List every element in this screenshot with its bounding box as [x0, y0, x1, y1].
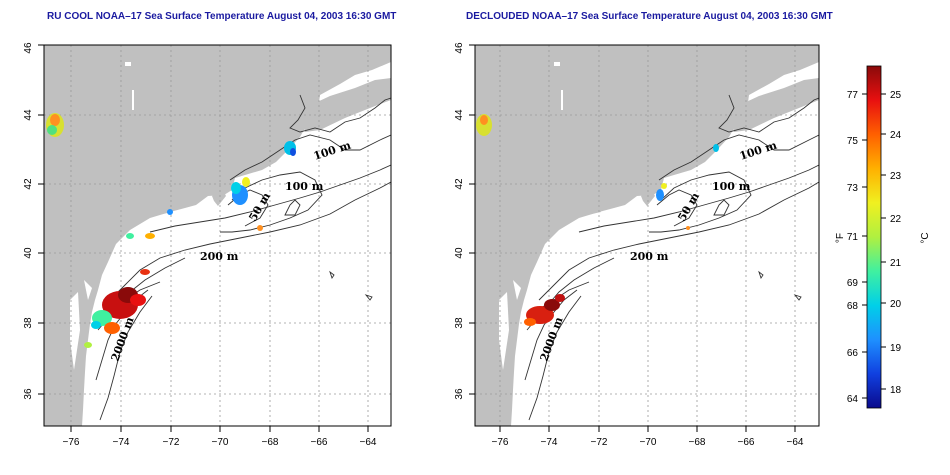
- left-land-coastline: [44, 45, 391, 426]
- colorbar-c-tick: 22: [890, 214, 902, 225]
- right-x-tick-labels: −76 −74 −72 −70 −68 −66 −64: [492, 437, 804, 448]
- left-gridlines: [44, 45, 391, 426]
- left-long-island: [120, 208, 172, 222]
- right-y-tick-labels: 36 38 40 42 44 46: [454, 42, 465, 400]
- right-contour-label-100m-north: 100 m: [738, 139, 779, 163]
- colorbar-c-tick: 21: [890, 258, 902, 269]
- colorbar-f-tick: 71: [847, 232, 859, 243]
- left-contour-label-100m-north: 100 m: [312, 139, 353, 163]
- x-tick-label: −70: [640, 437, 657, 448]
- right-lake-marker: [561, 90, 563, 110]
- y-tick-label: 42: [23, 178, 34, 190]
- right-chesapeake-bay: [499, 292, 509, 370]
- left-delaware-bay: [84, 280, 92, 300]
- x-tick-label: −66: [311, 437, 328, 448]
- colorbar-c-tick: 19: [890, 343, 902, 354]
- colorbar: 77 75 73 71 69 68 66 64 25 24 23 22 21 2…: [835, 65, 931, 409]
- colorbar-unit-celsius: °C: [920, 232, 931, 243]
- colorbar-c-tick: 24: [890, 130, 902, 141]
- colorbar-unit-fahrenheit: °F: [835, 233, 846, 243]
- y-tick-label: 40: [454, 247, 465, 259]
- right-nova-scotia: [729, 78, 819, 132]
- colorbar-gradient: [866, 65, 882, 409]
- colorbar-f-tick: 73: [847, 183, 859, 194]
- colorbar-f-tick: 69: [847, 278, 859, 289]
- colorbar-f-tick: 77: [847, 90, 859, 101]
- left-map-title: RU COOL NOAA–17 Sea Surface Temperature …: [47, 11, 397, 22]
- left-map-panel: 100 m 100 m 50 m 200 m 2000 m: [43, 44, 392, 427]
- left-chesapeake-bay: [70, 292, 80, 370]
- x-tick-label: −70: [212, 437, 229, 448]
- y-tick-label: 44: [23, 109, 34, 121]
- left-lake-marker: [132, 90, 134, 110]
- colorbar-f-tick: 64: [847, 394, 859, 405]
- colorbar-f-tick: 66: [847, 348, 859, 359]
- colorbar-f-tick: 68: [847, 301, 859, 312]
- y-tick-label: 40: [23, 247, 34, 259]
- right-delaware-bay: [513, 280, 521, 300]
- y-tick-label: 36: [23, 388, 34, 400]
- left-contour-label-200m: 200 m: [200, 250, 239, 263]
- left-cape-cod: [212, 188, 226, 206]
- colorbar-c-tick: 18: [890, 385, 902, 396]
- right-map-panel: 100 m 100 m 50 m 200 m 2000 m: [474, 44, 820, 427]
- left-sst-patches: [46, 113, 296, 348]
- right-contour-label-100m-south: 100 m: [712, 180, 751, 193]
- right-lake-marker: [554, 62, 560, 66]
- x-tick-label: −66: [738, 437, 755, 448]
- x-tick-label: −68: [262, 437, 279, 448]
- left-contour-label-100m-south: 100 m: [285, 180, 324, 193]
- right-map-title: DECLOUDED NOAA–17 Sea Surface Temperatur…: [466, 11, 833, 22]
- left-lake-marker: [125, 62, 131, 66]
- x-tick-label: −74: [541, 437, 558, 448]
- x-tick-label: −72: [163, 437, 180, 448]
- left-x-tick-labels: −76 −74 −72 −70 −68 −66 −64: [63, 437, 377, 448]
- x-tick-label: −76: [492, 437, 509, 448]
- colorbar-c-tick: 25: [890, 90, 902, 101]
- x-tick-label: −64: [360, 437, 377, 448]
- y-tick-label: 42: [454, 178, 465, 190]
- right-land-coastline: [475, 45, 819, 426]
- x-tick-label: −74: [113, 437, 130, 448]
- left-axes: [38, 44, 369, 432]
- right-contour-label-200m: 200 m: [630, 250, 669, 263]
- colorbar-c-tick: 20: [890, 299, 902, 310]
- y-tick-label: 44: [454, 109, 465, 121]
- right-plot-frame: [474, 44, 820, 427]
- y-tick-label: 38: [454, 317, 465, 329]
- x-tick-label: −64: [787, 437, 804, 448]
- x-tick-label: −76: [63, 437, 80, 448]
- right-long-island: [549, 208, 601, 222]
- right-gridlines: [475, 45, 819, 426]
- x-tick-label: −68: [689, 437, 706, 448]
- colorbar-f-tick: 75: [847, 136, 859, 147]
- left-plot-frame: [43, 44, 392, 427]
- y-tick-label: 46: [454, 42, 465, 54]
- right-sst-patches: [476, 114, 719, 326]
- right-axes: [469, 44, 796, 432]
- colorbar-c-tick: 23: [890, 171, 902, 182]
- left-y-tick-labels: 36 38 40 42 44 46: [23, 42, 34, 400]
- y-tick-label: 46: [23, 42, 34, 54]
- y-tick-label: 38: [23, 317, 34, 329]
- x-tick-label: −72: [591, 437, 608, 448]
- y-tick-label: 36: [454, 388, 465, 400]
- left-bathymetry-contours: [95, 94, 391, 421]
